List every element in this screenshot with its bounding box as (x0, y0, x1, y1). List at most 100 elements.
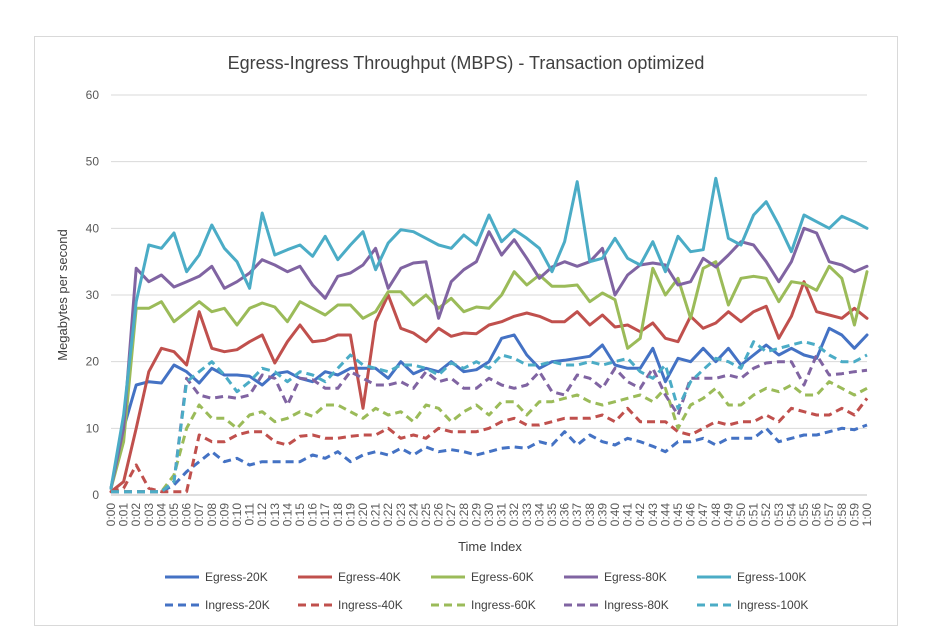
x-tick-label: 0:44 (658, 503, 672, 527)
legend-item-egress-40k: Egress-40K (298, 570, 401, 584)
series-line-egress-60k (109, 260, 869, 490)
legend-item-egress-20k: Egress-20K (165, 570, 268, 584)
x-tick-label: 0:24 (406, 503, 420, 527)
x-tick-label: 0:39 (595, 503, 609, 527)
x-tick-label: 0:42 (633, 503, 647, 527)
series-line-egress-40k (109, 280, 869, 494)
x-tick-label: 0:47 (696, 503, 710, 527)
x-tick-label: 0:21 (369, 503, 383, 527)
y-axis-ticks: 0 10 20 30 40 50 60 (86, 88, 100, 502)
x-tick-label: 0:57 (822, 503, 836, 527)
x-tick-label: 0:41 (621, 503, 635, 527)
x-tick-label: 0:49 (721, 503, 735, 527)
chart-title: Egress-Ingress Throughput (MBPS) - Trans… (228, 53, 705, 73)
x-tick-label: 0:36 (558, 503, 572, 527)
legend-item-ingress-100k: Ingress-100K (697, 598, 808, 612)
x-tick-label: 0:43 (646, 503, 660, 527)
x-tick-label: 0:33 (520, 503, 534, 527)
chart-frame: Egress-Ingress Throughput (MBPS) - Trans… (34, 36, 898, 626)
series-line-egress-100k (109, 176, 869, 490)
legend-item-egress-100k: Egress-100K (697, 570, 806, 584)
x-tick-label: 1:00 (860, 503, 874, 527)
y-tick-label: 40 (86, 221, 100, 235)
x-tick-label: 0:02 (129, 503, 143, 527)
legend-item-egress-60k: Egress-60K (431, 570, 534, 584)
x-tick-label: 0:13 (268, 503, 282, 527)
x-tick-label: 0:46 (684, 503, 698, 527)
x-axis-title: Time Index (458, 539, 522, 554)
legend-label: Egress-100K (737, 570, 806, 584)
x-tick-label: 0:01 (117, 503, 131, 527)
gridlines (111, 94, 867, 496)
x-tick-label: 0:31 (495, 503, 509, 527)
legend-label: Ingress-60K (471, 598, 536, 612)
legend-label: Ingress-40K (338, 598, 403, 612)
legend-label: Egress-80K (604, 570, 667, 584)
legend-item-ingress-40k: Ingress-40K (298, 598, 403, 612)
series-line-ingress-60k (111, 380, 868, 494)
x-tick-label: 0:45 (671, 503, 685, 527)
x-tick-label: 0:32 (507, 503, 521, 527)
y-tick-label: 0 (92, 488, 99, 502)
legend-label: Egress-60K (471, 570, 534, 584)
x-tick-label: 0:50 (734, 503, 748, 527)
legend-item-egress-80k: Egress-80K (564, 570, 667, 584)
y-tick-label: 50 (86, 155, 100, 169)
legend-item-ingress-20k: Ingress-20K (165, 598, 270, 612)
x-tick-label: 0:20 (356, 503, 370, 527)
x-tick-label: 0:09 (217, 503, 231, 527)
x-tick-label: 0:48 (709, 503, 723, 527)
series-line-ingress-20k (111, 423, 868, 494)
x-tick-label: 0:38 (583, 503, 597, 527)
x-tick-label: 0:30 (482, 503, 496, 527)
x-tick-label: 0:34 (532, 503, 546, 527)
x-tick-label: 0:55 (797, 503, 811, 527)
x-tick-label: 0:51 (747, 503, 761, 527)
x-tick-label: 0:11 (243, 503, 257, 526)
x-tick-label: 0:28 (457, 503, 471, 527)
legend-item-ingress-80k: Ingress-80K (564, 598, 669, 612)
x-tick-label: 0:03 (142, 503, 156, 527)
x-tick-label: 0:04 (154, 503, 168, 527)
legend-label: Ingress-80K (604, 598, 669, 612)
series-line-ingress-80k (111, 353, 868, 494)
x-tick-label: 0:27 (444, 503, 458, 527)
series-line-egress-80k (109, 226, 869, 490)
y-tick-label: 20 (86, 355, 100, 369)
x-tick-label: 0:00 (104, 503, 118, 527)
x-tick-label: 0:37 (570, 503, 584, 527)
y-axis-title: Megabytes per second (55, 229, 70, 361)
x-tick-label: 0:14 (280, 503, 294, 527)
x-tick-label: 0:52 (759, 503, 773, 527)
legend-item-ingress-60k: Ingress-60K (431, 598, 536, 612)
x-tick-label: 0:25 (419, 503, 433, 527)
x-tick-label: 0:53 (772, 503, 786, 527)
x-tick-label: 0:29 (469, 503, 483, 527)
legend: Egress-20K Egress-40K Egress-60K Egress-80K… (165, 570, 808, 612)
x-tick-label: 0:15 (293, 503, 307, 527)
line-chart: Egress-Ingress Throughput (MBPS) - Trans… (55, 53, 874, 612)
x-tick-label: 0:58 (835, 503, 849, 527)
x-tick-label: 0:35 (545, 503, 559, 527)
x-tick-label: 0:07 (192, 503, 206, 527)
x-tick-label: 0:22 (381, 503, 395, 527)
x-tick-label: 0:40 (608, 503, 622, 527)
y-tick-label: 10 (86, 421, 100, 435)
x-tick-label: 0:26 (432, 503, 446, 527)
x-tick-label: 0:16 (306, 503, 320, 527)
y-tick-label: 60 (86, 88, 100, 102)
x-tick-label: 0:59 (847, 503, 861, 527)
x-tick-label: 0:06 (180, 503, 194, 527)
x-tick-label: 0:19 (343, 503, 357, 527)
series-lines (109, 176, 869, 494)
x-tick-label: 0:56 (810, 503, 824, 527)
x-tick-label: 0:54 (784, 503, 798, 527)
legend-label: Egress-40K (338, 570, 401, 584)
x-tick-label: 0:08 (205, 503, 219, 527)
x-tick-label: 0:05 (167, 503, 181, 527)
x-tick-label: 0:23 (394, 503, 408, 527)
x-tick-label: 0:18 (331, 503, 345, 527)
legend-label: Ingress-100K (737, 598, 808, 612)
x-tick-label: 0:17 (318, 503, 332, 527)
series-line-ingress-40k (110, 397, 869, 494)
